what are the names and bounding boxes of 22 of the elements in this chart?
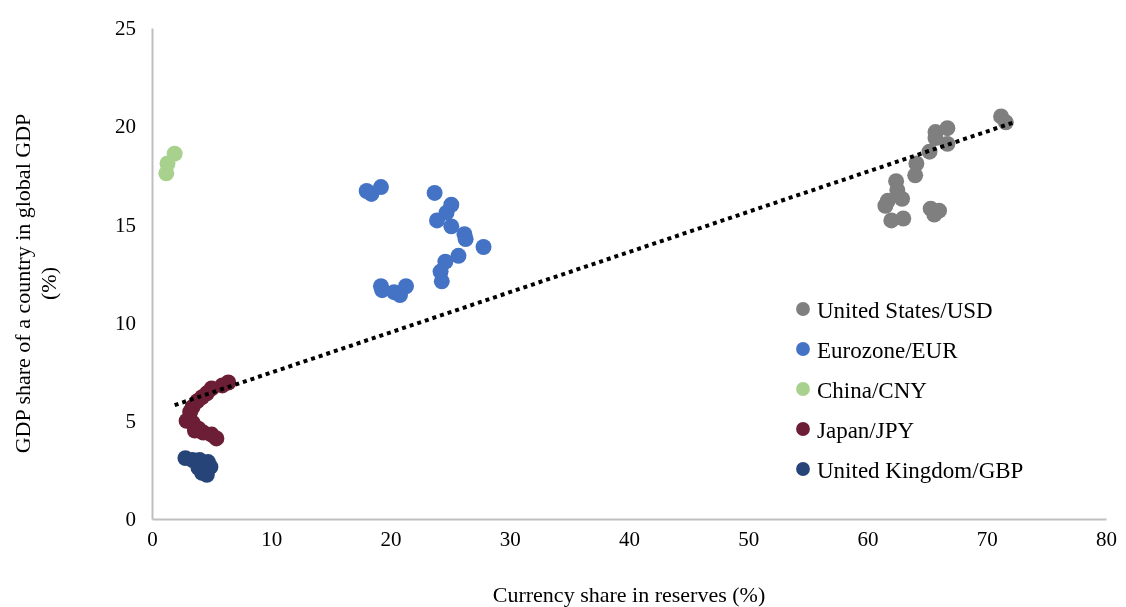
y-tick-label: 15 <box>115 212 136 237</box>
x-tick-label: 0 <box>147 526 158 551</box>
y-tick-label: 5 <box>125 409 136 434</box>
x-tick-label: 80 <box>1096 526 1117 551</box>
legend-label: Japan/JPY <box>817 418 915 443</box>
y-axis-title: GDP share of a country in global GDP (%) <box>10 113 61 454</box>
x-tick-label: 70 <box>976 526 998 551</box>
x-tick-label: 40 <box>619 526 640 551</box>
x-tick-label: 10 <box>261 526 283 551</box>
x-tick-label: 50 <box>738 526 760 551</box>
x-tick-label: 30 <box>499 526 521 551</box>
x-tick-label: 60 <box>857 526 879 551</box>
y-tick-label: 25 <box>115 16 136 41</box>
legend-label: Eurozone/EUR <box>817 338 959 363</box>
legend-label: China/CNY <box>817 378 928 403</box>
legend-label: United Kingdom/GBP <box>817 458 1024 483</box>
y-tick-label: 20 <box>115 114 136 139</box>
y-tick-label: 0 <box>125 507 136 532</box>
legend-label: United States/USD <box>817 298 993 323</box>
x-tick-label: 20 <box>380 526 402 551</box>
y-tick-label: 10 <box>115 310 136 335</box>
x-axis-title: Currency share in reserves (%) <box>492 582 766 607</box>
